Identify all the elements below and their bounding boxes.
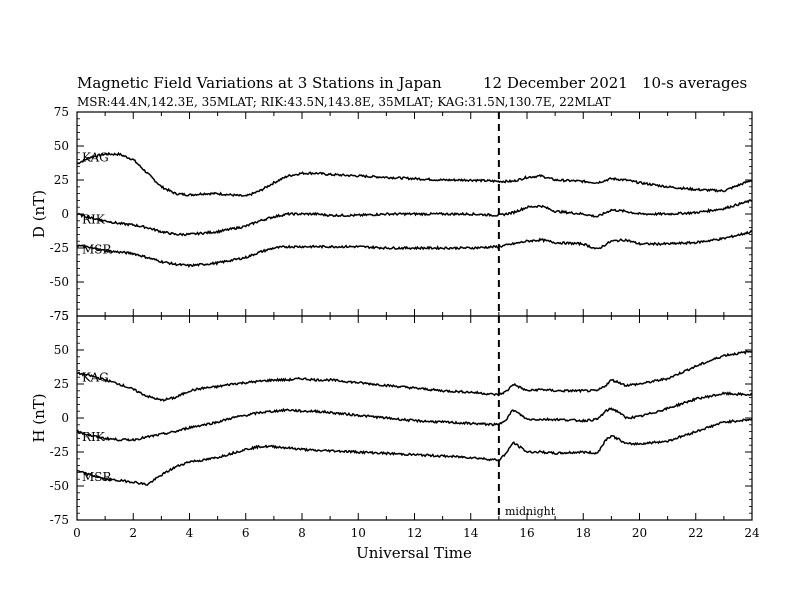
x-tick-label: 22	[688, 526, 703, 540]
x-tick-label: 18	[576, 526, 591, 540]
chart-plot-elements: 75 50 25 0 -25 -50 -75 KAG RIK MSR 75 50 25 0 -25 -50 -7…	[50, 105, 760, 540]
series-label-kag: KAG	[82, 371, 109, 385]
series-label-rik: RIK	[82, 430, 106, 444]
series-label-msr: MSR	[82, 470, 113, 484]
h-axis-label: H (nT)	[30, 393, 48, 442]
y-tick-label: 25	[54, 377, 69, 391]
series-line-kag	[76, 151, 753, 198]
series-line-msr	[76, 230, 753, 268]
y-tick-label: 50	[54, 343, 69, 357]
series-line-msr	[76, 418, 753, 486]
x-tick-label: 10	[351, 526, 366, 540]
x-tick-label: 4	[186, 526, 194, 540]
y-tick-label: -50	[50, 275, 69, 289]
y-tick-label: -75	[50, 309, 69, 323]
x-tick-label: 24	[744, 526, 760, 540]
series-line-rik	[76, 391, 753, 442]
y-tick-label: 0	[61, 411, 69, 425]
chart-averaging: 10-s averages	[642, 74, 747, 92]
y-tick-label: 75	[54, 105, 69, 119]
x-tick-label: 8	[298, 526, 306, 540]
series-label-rik: RIK	[82, 213, 106, 227]
series-line-rik	[76, 199, 753, 237]
x-axis-label: Universal Time	[356, 544, 472, 562]
y-tick-label: -25	[50, 241, 69, 255]
midnight-label: midnight	[505, 505, 556, 518]
station-info: MSR:44.4N,142.3E, 35MLAT; RIK:43.5N,143.…	[77, 95, 611, 109]
y-tick-label: -25	[50, 445, 69, 459]
d-axis-label: D (nT)	[30, 190, 48, 238]
series-label-msr: MSR	[82, 243, 113, 257]
x-tick-label: 6	[242, 526, 250, 540]
chart-date: 12 December 2021	[483, 74, 628, 92]
series-label-kag: KAG	[82, 150, 109, 164]
y-tick-label: -50	[50, 479, 69, 493]
x-tick-label: 2	[129, 526, 137, 540]
y-tick-label: 50	[54, 139, 69, 153]
y-tick-label: 0	[61, 207, 69, 221]
chart-title: Magnetic Field Variations at 3 Stations …	[77, 74, 442, 92]
x-tick-label: 12	[407, 526, 422, 540]
series-line-kag	[76, 350, 753, 402]
x-tick-label: 16	[519, 526, 534, 540]
y-tick-label: 75	[54, 309, 69, 323]
y-tick-label: -75	[50, 513, 69, 527]
x-tick-label: 20	[632, 526, 647, 540]
y-tick-label: 25	[54, 173, 69, 187]
x-tick-label: 14	[463, 526, 479, 540]
x-tick-label: 0	[73, 526, 81, 540]
h-panel-frame	[76, 315, 753, 521]
